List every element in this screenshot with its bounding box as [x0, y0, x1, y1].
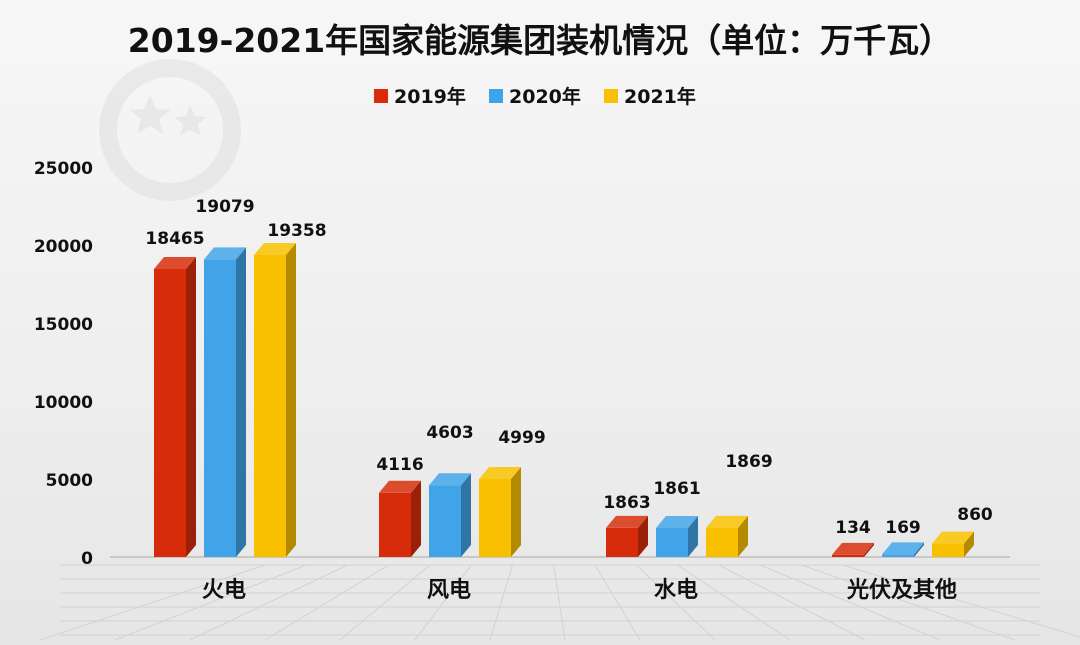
bar-top	[479, 467, 521, 480]
floor-grid-line	[39, 564, 266, 641]
data-label: 19358	[267, 221, 326, 241]
data-label: 134	[835, 518, 871, 538]
bar-front	[832, 554, 864, 557]
bar-side	[688, 515, 698, 557]
data-label: 18465	[145, 229, 204, 249]
chart-title: 2019-2021年国家能源集团装机情况（单位：万千瓦）	[128, 21, 952, 60]
floor-grid-line	[414, 564, 472, 641]
x-tick-label: 光伏及其他	[846, 577, 957, 603]
bar-top	[606, 515, 648, 528]
watermark-logo	[99, 59, 241, 201]
bar	[379, 480, 421, 557]
x-tick-label: 火电	[202, 578, 246, 603]
bar	[932, 531, 974, 557]
bar-side	[286, 243, 296, 557]
bar-front	[204, 259, 236, 557]
bar-side	[738, 515, 748, 557]
floor-grid-line	[635, 564, 716, 641]
bar	[706, 515, 748, 557]
data-label: 4116	[376, 455, 423, 475]
legend-label: 2021年	[624, 85, 696, 108]
floor-grid-line	[677, 564, 791, 641]
y-tick-label: 10000	[34, 393, 93, 413]
floor-grid-line	[718, 564, 866, 641]
bar	[656, 515, 698, 557]
bar-top	[429, 473, 471, 486]
bar-side	[914, 542, 924, 557]
data-label: 1861	[653, 479, 700, 499]
bar-side	[461, 473, 471, 557]
bar-top	[706, 515, 748, 528]
legend: 2019年 2020年 2021年	[374, 85, 696, 108]
legend-label: 2020年	[509, 85, 581, 108]
legend-swatch	[489, 89, 503, 103]
bar	[882, 542, 924, 557]
bar-side	[638, 515, 648, 557]
category-labels: 火电 风电 水电 光伏及其他	[202, 577, 957, 603]
floor-grid-line	[339, 564, 431, 641]
bar-front	[429, 485, 461, 557]
floor-grid-line	[264, 564, 390, 641]
floor-grid-line	[842, 564, 1080, 638]
x-tick-label: 风电	[427, 578, 471, 603]
bar	[204, 247, 246, 557]
bar-side	[864, 542, 874, 557]
bar-top	[379, 480, 421, 493]
bar-top	[882, 542, 924, 555]
bar-front	[606, 527, 638, 557]
bar-top	[254, 243, 296, 256]
floor-grid-line	[489, 564, 513, 641]
bar-top	[832, 542, 874, 555]
bar-front	[706, 527, 738, 557]
y-tick-label: 20000	[34, 237, 93, 257]
legend-swatch	[604, 89, 618, 103]
bar	[832, 542, 874, 557]
data-label: 169	[885, 518, 921, 538]
y-tick-label: 5000	[46, 471, 93, 491]
floor-grid-line	[594, 564, 641, 641]
bar-front	[254, 255, 286, 557]
floor-grid-line	[759, 564, 941, 641]
x-tick-label: 水电	[654, 578, 698, 603]
bar-top	[204, 247, 246, 260]
data-label: 1863	[603, 493, 650, 513]
bar-front	[656, 527, 688, 557]
bar-top	[656, 515, 698, 528]
legend-swatch	[374, 89, 388, 103]
floor-grid-line	[114, 564, 307, 641]
bar-front	[479, 479, 511, 557]
bar-side	[411, 480, 421, 557]
bar	[254, 243, 296, 557]
bar-side	[186, 256, 196, 557]
y-tick-label: 0	[81, 549, 93, 569]
bar	[429, 473, 471, 557]
bar-front	[154, 268, 186, 557]
data-label: 1869	[725, 452, 772, 472]
bar	[606, 515, 648, 557]
floor-grid	[39, 564, 1080, 641]
y-tick-label: 15000	[34, 315, 93, 335]
legend-label: 2019年	[394, 85, 466, 108]
bar-front	[379, 492, 411, 557]
y-tick-label: 25000	[34, 159, 93, 179]
bar-top	[154, 256, 196, 269]
floor-grid-line	[801, 564, 1016, 641]
data-label: 4603	[426, 423, 473, 443]
bar-front	[932, 543, 964, 557]
floor-grid-line	[189, 564, 348, 641]
data-label: 4999	[498, 428, 545, 448]
bar-front	[882, 554, 914, 557]
bar-side	[511, 467, 521, 557]
data-label: 860	[957, 505, 993, 525]
data-label: 19079	[195, 197, 254, 217]
floor-grid-line	[553, 564, 566, 641]
bar-side	[964, 531, 974, 557]
bar-side	[236, 247, 246, 557]
bar-top	[932, 531, 974, 544]
bar	[154, 256, 196, 557]
bar	[479, 467, 521, 557]
y-axis: 0 5000 10000 15000 20000 25000	[34, 159, 93, 569]
